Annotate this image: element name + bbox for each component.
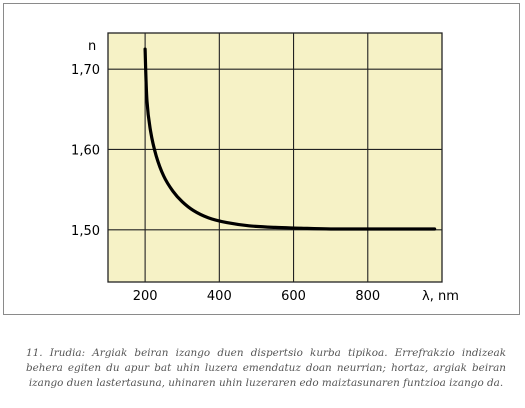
figure-frame (3, 3, 520, 315)
grid-lines (108, 33, 442, 282)
plot-area (107, 32, 443, 283)
y-tick-labels: 1,50 1,60 1,70 (71, 63, 100, 239)
y-axis-label: n (88, 39, 96, 54)
y-tick-label: 1,50 (71, 224, 100, 239)
y-tick-label: 1,60 (71, 143, 100, 158)
figure-caption: 11. Irudia: Argiak beiran izango duen di… (26, 347, 506, 389)
y-tick-label: 1,70 (71, 63, 100, 78)
x-tick-label: 200 (133, 289, 158, 304)
x-tick-labels: 200 400 600 800 (133, 289, 380, 304)
x-tick-label: 400 (207, 289, 232, 304)
x-tick-label: 800 (355, 289, 380, 304)
dispersion-curve (143, 47, 437, 231)
x-tick-label: 600 (281, 289, 306, 304)
x-axis-label: λ, nm (422, 289, 459, 304)
